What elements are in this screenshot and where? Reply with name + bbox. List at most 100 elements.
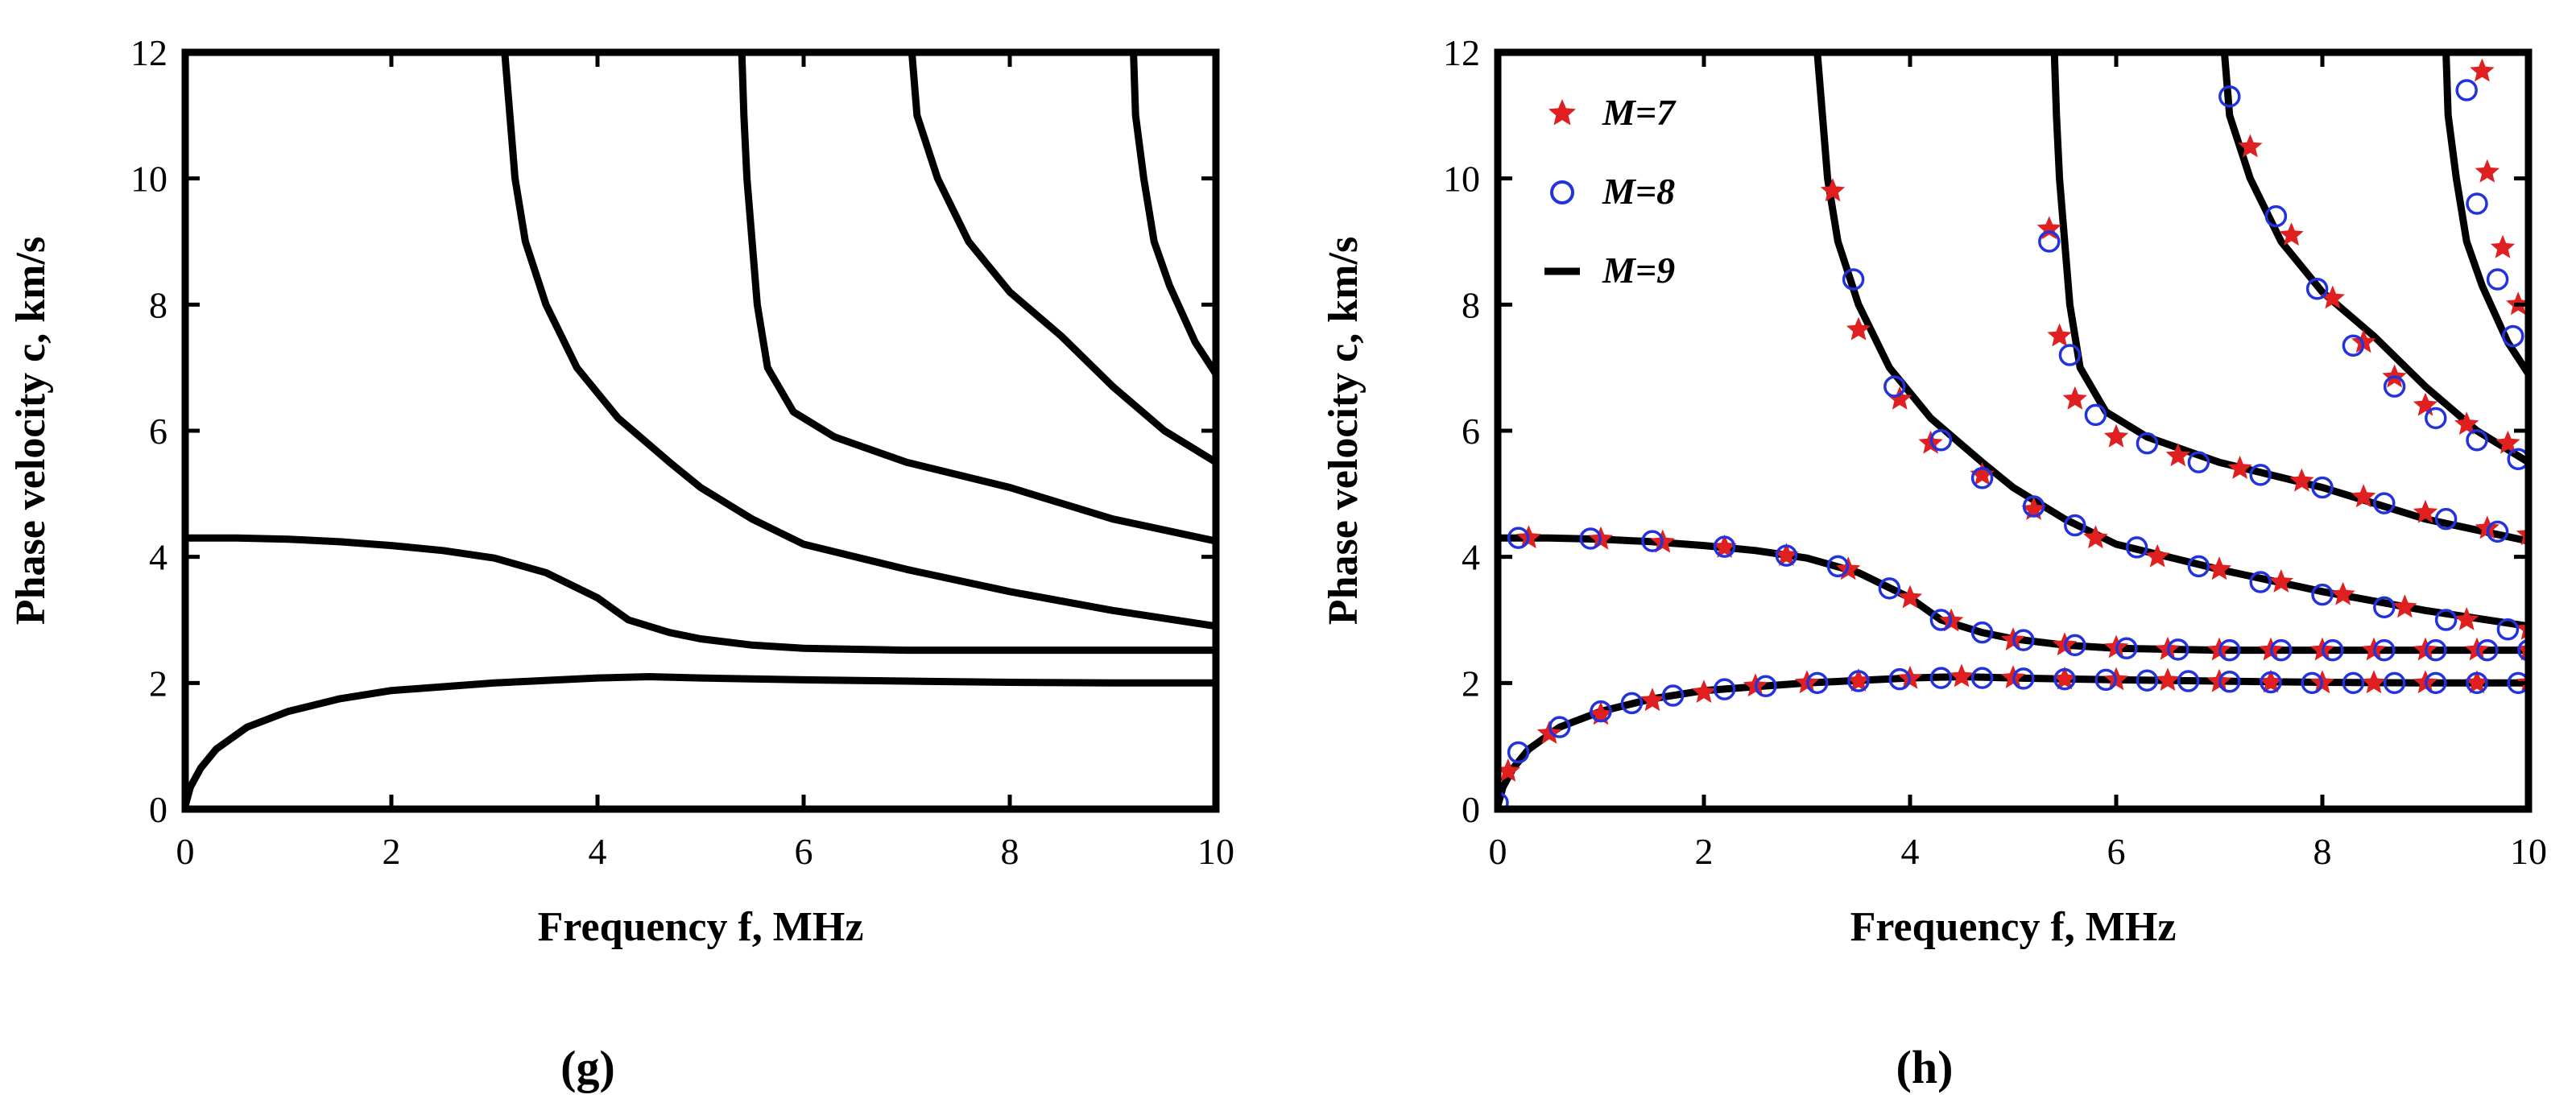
marker-m7-55 — [2047, 323, 2072, 347]
marker-m7-24 — [1712, 534, 1737, 558]
x-tick-label: 6 — [795, 831, 813, 872]
marker-m8-59 — [2038, 230, 2061, 253]
marker-m8-3 — [1590, 700, 1612, 723]
marker-m8-32 — [1878, 577, 1901, 600]
y-tick-label: 12 — [130, 32, 167, 73]
marker-m7-72 — [2495, 430, 2520, 454]
marker-m8-52 — [2125, 536, 2148, 559]
marker-m8-41 — [2322, 638, 2344, 662]
marker-m7-50 — [2330, 581, 2355, 605]
marker-m8-43 — [2425, 638, 2447, 662]
marker-m8-27 — [1579, 527, 1602, 550]
marker-m7-4 — [1691, 679, 1717, 703]
marker-m7-1 — [1536, 721, 1562, 744]
marker-m8-69 — [2218, 85, 2241, 108]
marker-m7-42 — [1888, 386, 1912, 410]
marker-m8-66 — [2373, 492, 2396, 514]
marker-m7-56 — [2062, 386, 2087, 410]
marker-m8-8 — [1806, 671, 1829, 695]
series-line-4 — [908, 52, 1216, 466]
y-tick-label: 0 — [149, 789, 167, 830]
x-tick-label: 10 — [2510, 831, 2547, 872]
marker-m7-19 — [2464, 670, 2490, 694]
marker-m7-57 — [2103, 423, 2129, 448]
plot-area — [185, 52, 1216, 809]
x-tick-label: 10 — [1197, 831, 1234, 872]
marker-m7-62 — [2413, 499, 2438, 523]
legend-label: M=9 — [1602, 250, 1675, 291]
legend-label: M=7 — [1602, 92, 1677, 133]
marker-m8-19 — [2260, 671, 2282, 694]
y-tick-label: 6 — [149, 411, 167, 452]
series-line-4 — [2220, 52, 2528, 466]
y-tick-label: 2 — [149, 663, 167, 704]
series-line-3 — [2050, 52, 2528, 545]
marker-m8-54 — [2249, 571, 2272, 593]
chart-panel-h: 0 2 4 6 8 10 0 2 4 6 8 10 12 Frequency f, MHz Phase ve… — [1321, 32, 2547, 950]
marker-m7-51 — [2392, 594, 2417, 618]
y-axis-label: Phase velocity c, km/s — [1321, 237, 1367, 625]
plot-area — [1498, 52, 2528, 809]
marker-m8-56 — [2373, 596, 2396, 619]
marker-m8-26 — [1507, 527, 1530, 549]
marker-m8-10 — [1888, 667, 1911, 691]
x-tick-label: 8 — [2313, 831, 2332, 872]
marker-m7-17 — [2361, 670, 2387, 694]
marker-m7-52 — [2454, 607, 2479, 630]
marker-m8-42 — [2373, 638, 2396, 662]
marker-m8-57 — [2434, 609, 2458, 631]
marker-m7-40 — [1820, 178, 1846, 202]
marker-m8-67 — [2434, 507, 2458, 531]
marker-m7-58 — [2165, 443, 2190, 467]
marker-m8-65 — [2311, 476, 2334, 499]
y-tick-label: 8 — [149, 284, 167, 325]
y-tick-label: 12 — [1443, 32, 1480, 73]
series-line-1 — [185, 534, 1216, 655]
marker-m8-5 — [1661, 684, 1685, 707]
marker-m8-47 — [1883, 375, 1906, 398]
marker-m7-41 — [1846, 316, 1871, 341]
marker-m7-25 — [1774, 543, 1799, 566]
marker-m8-24 — [2466, 671, 2488, 695]
marker-m8-28 — [1641, 530, 1664, 552]
marker-m7-61 — [2351, 484, 2376, 508]
marker-m8-77 — [2455, 79, 2478, 101]
marker-m7-44 — [1970, 461, 1995, 485]
marker-m8-48 — [1929, 429, 1953, 452]
marker-m7-65 — [2238, 134, 2263, 158]
marker-m8-21 — [2342, 671, 2365, 695]
marker-m8-62 — [2136, 432, 2159, 455]
marker-m7-15 — [2258, 669, 2284, 693]
marker-m7-48 — [2206, 556, 2232, 580]
marker-m8-38 — [2167, 638, 2189, 661]
marker-m8-80 — [2502, 324, 2524, 348]
marker-m8-40 — [2270, 638, 2293, 662]
panel-label-h: (h) — [1896, 1041, 1954, 1093]
x-axis-label: Frequency f, MHz — [1850, 904, 2177, 950]
marker-m8-78 — [2466, 192, 2488, 215]
marker-m8-71 — [2305, 278, 2329, 300]
marker-m8-0 — [1498, 791, 1509, 809]
marker-m7-71 — [2454, 411, 2479, 436]
marker-m8-18 — [2218, 671, 2241, 693]
marker-m8-23 — [2425, 671, 2447, 695]
marker-m7-49 — [2268, 569, 2293, 593]
marker-m8-7 — [1755, 675, 1777, 697]
marker-m8-75 — [2466, 429, 2488, 452]
marker-m8-35 — [2012, 629, 2035, 651]
marker-m8-2 — [1548, 716, 1571, 738]
legend-label: M=8 — [1602, 171, 1675, 212]
marker-m8-63 — [2187, 451, 2210, 473]
marker-m8-39 — [2218, 638, 2241, 662]
chart-panel-g: 0 2 4 6 8 10 0 2 4 6 8 10 12 Frequency f, MHz Phase ve… — [8, 32, 1234, 950]
marker-m8-11 — [1929, 667, 1953, 689]
panel-label-g: (g) — [560, 1041, 615, 1093]
y-tick-label: 10 — [1443, 159, 1480, 200]
marker-m8-9 — [1847, 670, 1870, 692]
marker-m8-30 — [1775, 544, 1798, 567]
marker-m8-29 — [1713, 535, 1736, 558]
marker-m8-45 — [2517, 638, 2528, 662]
marker-m8-20 — [2301, 671, 2323, 695]
x-tick-label: 6 — [2107, 831, 2126, 872]
